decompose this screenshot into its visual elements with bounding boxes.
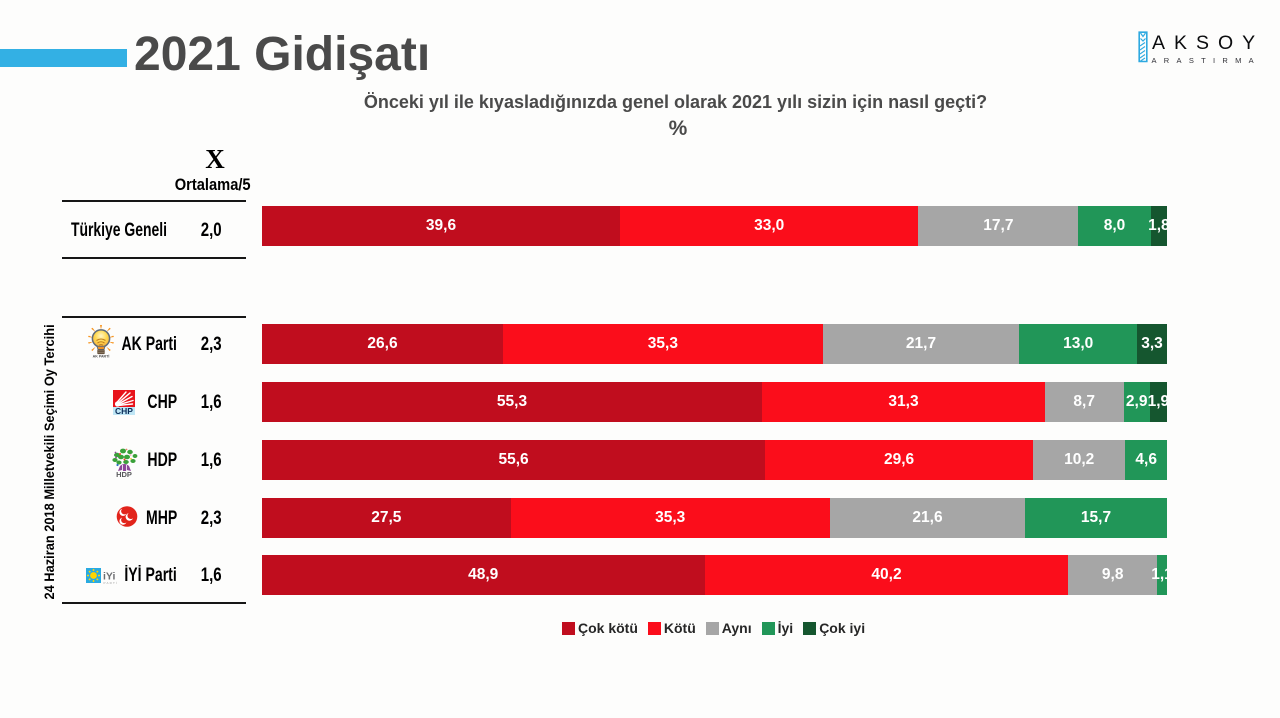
svg-text:HDP: HDP xyxy=(116,470,132,478)
svg-text:PARTİ: PARTİ xyxy=(104,580,119,585)
svg-text:AK PARTİ: AK PARTİ xyxy=(93,355,110,358)
svg-text:CHP: CHP xyxy=(115,406,133,415)
svg-text:ARASTIRMA: ARASTIRMA xyxy=(1152,56,1261,65)
svg-text:AKSOY: AKSOY xyxy=(1152,32,1264,54)
svg-text:iYi: iYi xyxy=(103,571,116,583)
